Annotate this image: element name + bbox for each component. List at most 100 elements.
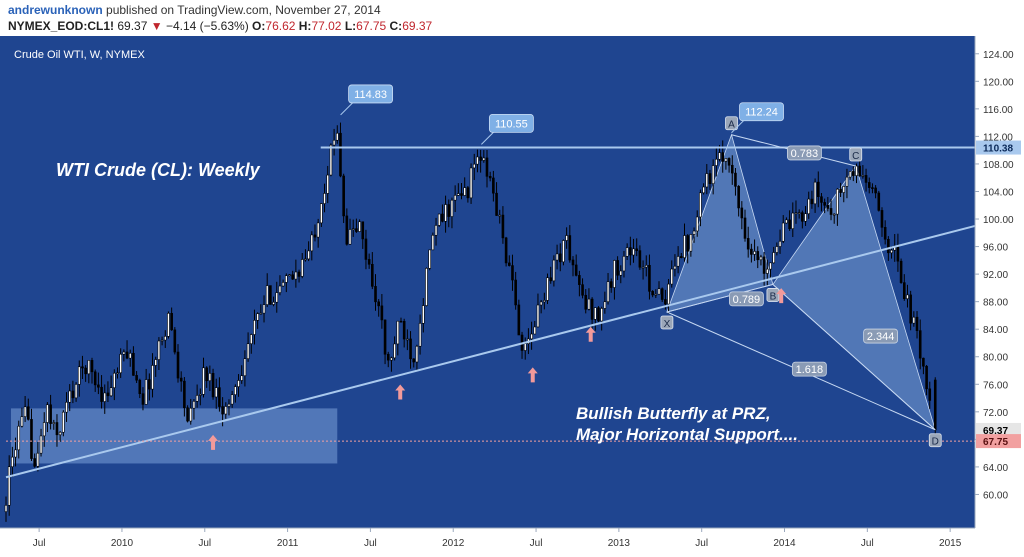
candle-up	[565, 235, 568, 241]
candle-down	[858, 165, 861, 177]
ratio-label: 2.344	[867, 331, 895, 343]
callout-pointer	[731, 120, 744, 134]
candle-up	[167, 312, 170, 337]
candle-down	[899, 260, 903, 283]
candle-down	[597, 307, 600, 322]
support-box	[10, 408, 338, 464]
candle-down	[651, 291, 654, 296]
time-tick-label: 2013	[608, 538, 631, 549]
candle-up	[281, 282, 285, 287]
ratio-label-box	[729, 291, 764, 307]
callout-label: 110.55	[495, 118, 528, 130]
candle-down	[740, 207, 744, 219]
time-tick-label: 2010	[111, 538, 134, 549]
author-link[interactable]: andrewunknown	[8, 3, 103, 17]
candle-up	[36, 452, 40, 467]
ratio-label: 0.783	[791, 148, 819, 160]
candle-down	[173, 329, 177, 353]
chart-header: andrewunknown published on TradingView.c…	[0, 0, 1024, 36]
candle-up	[641, 266, 645, 269]
candle-up	[421, 305, 425, 324]
time-tick-label: 2014	[773, 538, 796, 549]
publish-line: andrewunknown published on TradingView.c…	[8, 3, 381, 17]
candle-up	[151, 365, 154, 390]
ratio-label: 0.789	[733, 294, 761, 306]
chart-canvas[interactable]: 0.789 0.783 2.344 1.618 X A B C D 114.83 110.55 112…	[0, 36, 1024, 557]
chart-title: Crude Oil WTI, W, NYMEX	[14, 49, 145, 61]
price-tick-label: 116.00	[983, 105, 1013, 116]
candle-down	[925, 365, 928, 390]
candle-up	[42, 422, 46, 437]
candle-down	[345, 215, 349, 245]
candle-down	[928, 388, 932, 401]
price-tick-label: 104.00	[983, 187, 1014, 198]
candle-up	[208, 373, 212, 382]
candle-down	[106, 392, 110, 397]
candle-up	[326, 174, 330, 194]
candle-up	[418, 322, 422, 347]
candle-up	[202, 367, 205, 395]
candle-up	[307, 250, 310, 260]
candle-up	[705, 173, 709, 188]
time-tick-label: 2012	[442, 538, 465, 549]
candle-up	[434, 225, 438, 236]
time-axis-background[interactable]	[0, 528, 975, 557]
candle-down	[71, 390, 75, 399]
candle-down	[148, 379, 151, 390]
candle-up	[632, 248, 635, 256]
candle-down	[81, 366, 84, 369]
candle-down	[635, 248, 639, 251]
candle-up	[256, 313, 259, 321]
candle-up	[300, 259, 304, 277]
time-tick-label: Jul	[861, 538, 874, 549]
candle-down	[823, 202, 826, 206]
candle-down	[441, 213, 444, 222]
candle-up	[332, 139, 336, 146]
callout-box	[348, 84, 393, 104]
candle-up	[775, 246, 779, 253]
candle-down	[826, 204, 830, 209]
candle-up	[288, 274, 291, 277]
candle-up	[689, 234, 693, 252]
candle-up	[119, 353, 122, 374]
candle-up	[103, 392, 107, 402]
candle-down	[816, 181, 820, 198]
candle-up	[533, 326, 537, 335]
candle-up	[759, 256, 763, 261]
candle-down	[367, 259, 371, 265]
candle-down	[750, 248, 753, 255]
candles	[4, 122, 937, 522]
candle-up	[593, 307, 597, 320]
candle-up	[163, 336, 167, 341]
price-tick-label: 88.00	[983, 298, 1008, 309]
candle-down	[218, 387, 221, 407]
candle-up	[65, 401, 68, 413]
price-tick-label: 96.00	[983, 243, 1008, 254]
candle-down	[574, 264, 578, 276]
candle-up	[715, 158, 718, 166]
candle-down	[629, 247, 632, 256]
candle-down	[339, 132, 342, 177]
price-tick-label: 76.00	[983, 380, 1008, 391]
open-value: 76.62	[265, 19, 296, 33]
price-tick-label: 64.00	[983, 463, 1008, 474]
candle-up	[842, 186, 846, 193]
candle-down	[581, 284, 584, 296]
price-axis-background[interactable]	[975, 36, 1024, 557]
point-label-box	[725, 116, 738, 131]
candle-up	[431, 234, 435, 251]
candle-up	[20, 416, 24, 427]
candle-down	[55, 422, 59, 436]
candle-down	[514, 279, 517, 306]
candle-down	[829, 208, 833, 215]
candle-up	[702, 186, 705, 194]
candle-down	[883, 227, 887, 240]
candle-up	[657, 288, 661, 295]
ratio-label-box	[863, 328, 898, 344]
point-label: C	[852, 151, 859, 162]
last-price-tag: 69.37	[983, 426, 1008, 437]
price-tick-label: 108.00	[983, 160, 1014, 171]
candle-up	[769, 262, 772, 270]
candle-up	[68, 390, 72, 403]
candle-up	[249, 334, 253, 345]
